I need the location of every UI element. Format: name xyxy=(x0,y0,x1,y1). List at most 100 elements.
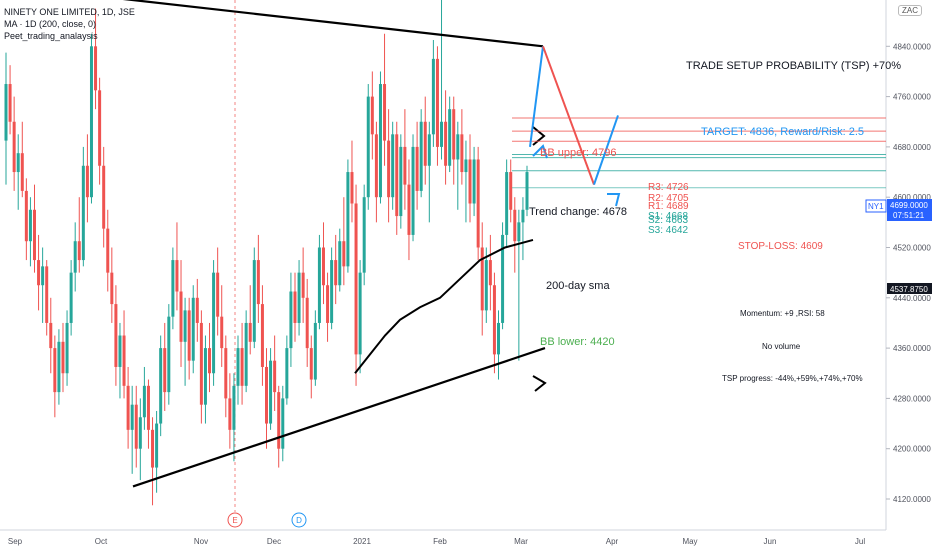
projection-next xyxy=(593,115,619,185)
y-tick-label: 4200.0000 xyxy=(893,445,931,454)
level-label: R2: 4705 xyxy=(648,193,689,204)
candle-body xyxy=(334,260,338,286)
candle-body xyxy=(81,165,85,261)
candle-body xyxy=(45,266,49,323)
candle-body xyxy=(472,159,476,204)
candle-body xyxy=(138,417,142,449)
event-marker xyxy=(227,512,243,528)
ma-price-tag xyxy=(887,283,932,294)
currency-badge[interactable]: ZAC xyxy=(898,5,922,16)
candle-body xyxy=(517,222,521,242)
x-tick-label: May xyxy=(682,537,697,546)
candle-body xyxy=(492,285,496,355)
candle-body xyxy=(330,260,334,323)
candle-body xyxy=(41,266,45,286)
candle-body xyxy=(118,335,122,367)
projection-up xyxy=(529,46,544,148)
event-marker-label: D xyxy=(296,516,302,525)
candle-body xyxy=(269,360,273,424)
candle-body xyxy=(110,272,114,305)
candle-body xyxy=(399,146,403,217)
bb-upper-label: BB upper: 4796 xyxy=(540,147,616,159)
candle-body xyxy=(236,348,240,386)
event-marker xyxy=(291,512,307,528)
tsp-title: TRADE SETUP PROBABILITY (TSP) +70% xyxy=(686,60,901,72)
candle-body xyxy=(102,165,106,229)
candle-body xyxy=(370,96,374,135)
candle-body xyxy=(289,291,293,349)
candle-body xyxy=(155,423,159,468)
symbol-tag-label: NY1 xyxy=(868,202,884,211)
y-tick-label: 4360.0000 xyxy=(893,344,931,353)
chart-legend: NINETY ONE LIMITED, 1D, JSE MA · 1D (200… xyxy=(4,6,135,42)
candle-body xyxy=(362,197,366,273)
candle-body xyxy=(452,109,456,160)
candle-body xyxy=(24,190,28,242)
level-label: S3: 4642 xyxy=(648,225,688,236)
candle-body xyxy=(65,322,69,374)
candle-body xyxy=(350,172,354,204)
candle-body xyxy=(73,241,77,273)
candle-body xyxy=(114,304,118,367)
candle-body xyxy=(126,385,130,430)
candle-body xyxy=(354,203,358,355)
candle-body xyxy=(301,272,305,298)
y-tick-label: 4600.0000 xyxy=(893,193,931,202)
candle-body xyxy=(521,209,525,223)
candle-body xyxy=(358,272,362,355)
candle-body xyxy=(163,348,167,393)
symbol-tag xyxy=(865,199,887,213)
level-label: R1: 4689 xyxy=(648,201,689,212)
bb-lower-label: BB lower: 4420 xyxy=(540,336,615,348)
candle-body xyxy=(440,121,444,147)
candle-body xyxy=(285,348,289,399)
candle-body xyxy=(240,348,244,386)
candle-body xyxy=(326,285,330,323)
candle-body xyxy=(32,209,36,261)
candle-body xyxy=(513,209,517,242)
candle-body xyxy=(146,385,150,430)
level-label: STOP-LOSS: 4609 xyxy=(738,241,823,252)
level-label: S1: 4668 xyxy=(648,211,688,222)
candle-body xyxy=(12,121,16,173)
candle-body xyxy=(415,146,419,191)
candle-body xyxy=(419,121,423,191)
x-tick-label: Feb xyxy=(433,537,447,546)
trendline-lower xyxy=(132,347,546,488)
candle-body xyxy=(77,241,81,261)
arrowhead-lower xyxy=(532,375,547,392)
candle-body xyxy=(374,134,378,198)
y-tick-label: 4920.0000 xyxy=(893,0,931,1)
candle-body xyxy=(448,109,452,166)
candle-body xyxy=(464,159,468,173)
candle-body xyxy=(281,398,285,449)
candle-body xyxy=(37,260,41,286)
x-tick-label: 2021 xyxy=(353,537,371,546)
candle-body xyxy=(423,121,427,166)
x-tick-label: Jun xyxy=(764,537,777,546)
candle-body xyxy=(411,146,415,235)
x-tick-label: Sep xyxy=(8,537,23,546)
candle-body xyxy=(195,297,199,323)
candle-body xyxy=(480,247,484,311)
candle-body xyxy=(85,165,89,198)
candle-body xyxy=(49,322,53,349)
level-label: S2: 4663 xyxy=(648,215,688,226)
candle-body xyxy=(484,260,488,311)
candle-body xyxy=(260,304,264,367)
candle-body xyxy=(98,90,102,166)
candle-body xyxy=(313,322,317,380)
x-tick-label: Oct xyxy=(95,537,108,546)
target-label: TARGET: 4836, Reward/Risk: 2.5 xyxy=(701,126,864,138)
candle-body xyxy=(20,153,24,191)
candle-body xyxy=(191,297,195,361)
candle-body xyxy=(228,398,232,430)
candle-body xyxy=(293,291,297,323)
candle-body xyxy=(179,291,183,342)
candle-body xyxy=(265,366,268,424)
candle-body xyxy=(216,272,220,317)
candle-body xyxy=(134,404,138,449)
candle-body xyxy=(220,316,224,349)
candle-body xyxy=(476,159,480,248)
